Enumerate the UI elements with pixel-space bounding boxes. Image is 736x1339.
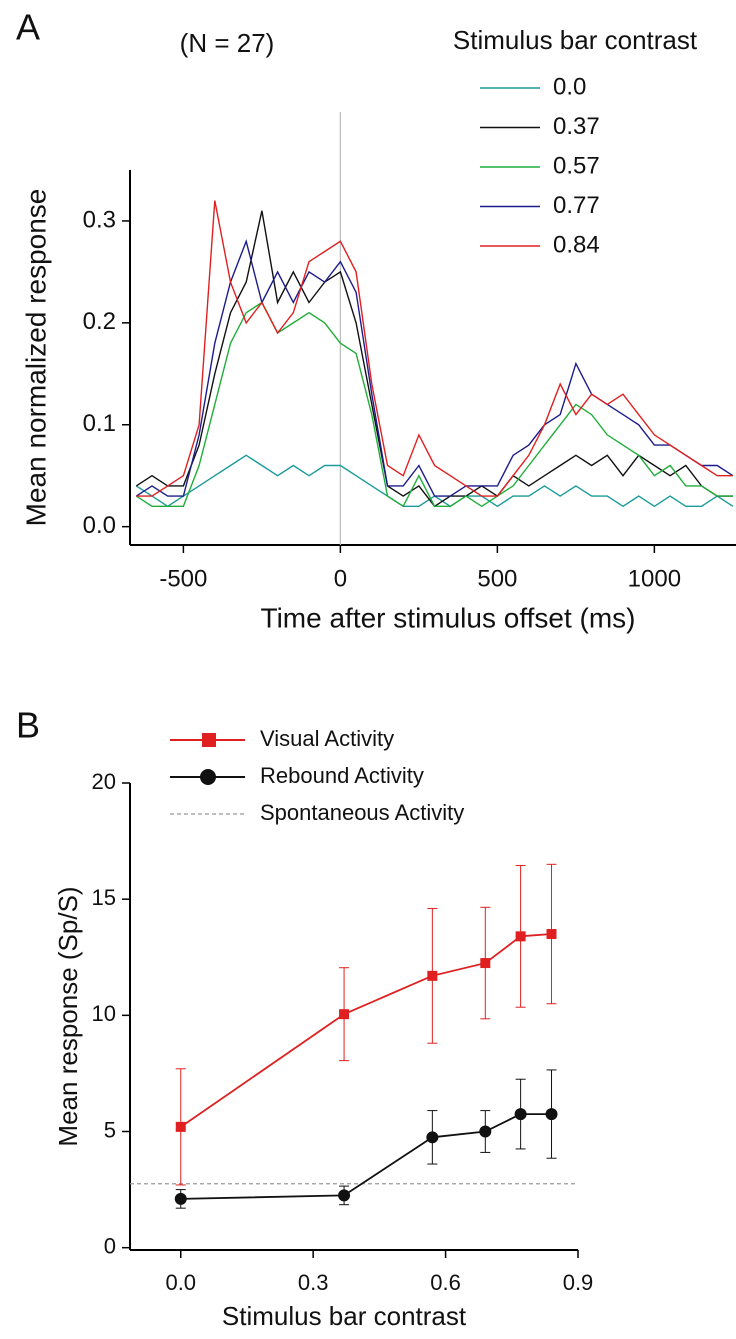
x-tick-label: 0.3 [298,1270,329,1295]
marker [427,970,438,981]
y-tick-label: 0.1 [83,410,116,437]
series-line [136,200,733,497]
y-tick-label: 0 [104,1233,116,1258]
x-tick-label: 1000 [628,565,681,592]
y-tick-label: 0.3 [83,206,116,233]
series-line [135,454,734,508]
annotation: (N = 27) [180,28,275,58]
legend-marker [202,733,216,747]
marker [175,1121,186,1132]
legend-label: 0.57 [553,152,600,179]
legend-label: Visual Activity [260,726,394,751]
series-line [180,1113,552,1200]
legend-label: 0.77 [553,192,600,219]
legend-marker [200,769,216,785]
x-tick-label: 0 [334,565,347,592]
panel-label: B [16,705,40,746]
marker [338,1189,351,1202]
panel-label: A [16,7,40,48]
marker [174,1192,187,1205]
series-line [180,933,552,1128]
y-tick-label: 0.0 [83,512,116,539]
legend-title: Stimulus bar contrast [453,25,698,55]
legend-label: 0.84 [553,231,600,258]
x-tick-label: -500 [159,565,207,592]
x-tick-label: 0.9 [563,1270,594,1295]
marker [479,1125,492,1138]
y-axis-label: Mean response (Sp/S) [53,886,83,1146]
y-tick-label: 0.2 [83,308,116,335]
marker [426,1131,439,1144]
y-tick-label: 5 [104,1117,116,1142]
marker [480,958,491,969]
marker [546,929,557,940]
series-line [135,239,734,497]
y-tick-label: 15 [92,885,116,910]
legend-label: 0.37 [553,113,600,140]
series-line [135,301,733,508]
marker [514,1108,527,1121]
legend-label: 0.0 [553,73,586,100]
marker [339,1009,350,1020]
y-tick-label: 20 [92,769,116,794]
x-tick-label: 0.6 [430,1270,461,1295]
x-tick-label: 500 [477,565,517,592]
y-axis-label: Mean normalized response [20,189,51,527]
x-axis-label: Time after stimulus offset (ms) [261,602,636,633]
marker [515,931,526,942]
legend-label: Spontaneous Activity [260,800,464,825]
x-axis-label: Stimulus bar contrast [222,1301,467,1331]
y-tick-label: 10 [92,1001,116,1026]
x-tick-label: 0.0 [165,1270,196,1295]
marker [545,1108,558,1121]
legend-label: Rebound Activity [260,763,424,788]
